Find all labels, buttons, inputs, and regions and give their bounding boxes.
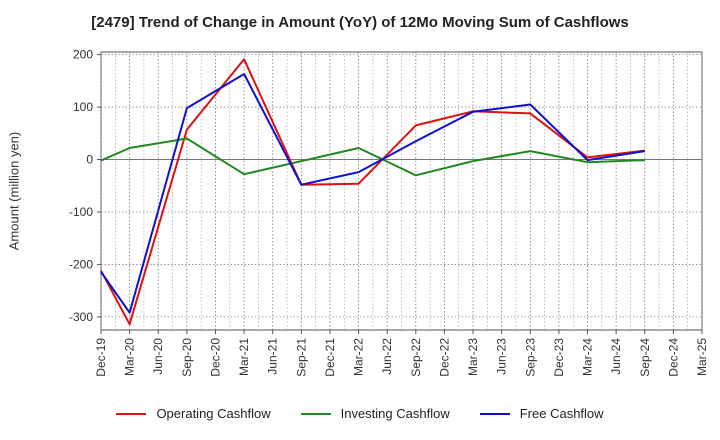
series-line-operating-cashflow: [100, 58, 645, 326]
legend-label: Investing Cashflow: [340, 406, 450, 421]
x-tick-label: Sep-22: [409, 338, 423, 377]
y-tick-label: 0: [86, 153, 93, 167]
x-tick-label: Mar-24: [581, 338, 595, 376]
x-tick-label: Dec-21: [323, 338, 337, 377]
y-tick-label: -200: [69, 257, 93, 271]
x-tick-label: Sep-24: [638, 338, 652, 377]
legend-item: Operating Cashflow: [116, 406, 271, 421]
x-tick-label: Jun-22: [380, 338, 394, 375]
y-tick-label: -300: [69, 310, 93, 324]
y-axis-ticks: 200 100 0 -100 -200 -300: [69, 48, 101, 324]
x-tick-label: Jun-21: [266, 338, 280, 375]
plot-area: [100, 51, 703, 331]
legend-label: Free Cashflow: [519, 406, 604, 421]
series-group: [100, 58, 645, 326]
x-tick-label: Dec-24: [666, 338, 680, 377]
x-tick-label: Jun-20: [151, 338, 165, 375]
x-tick-label: Sep-21: [294, 338, 308, 377]
x-tick-label: Mar-23: [466, 338, 480, 376]
series-line-investing-cashflow: [100, 137, 645, 177]
legend-swatch: [479, 412, 510, 415]
x-tick-label: Sep-23: [523, 338, 537, 377]
y-tick-label: 100: [73, 100, 93, 114]
x-tick-label: Sep-20: [180, 338, 194, 377]
y-tick-label: 200: [73, 48, 93, 62]
grid-lines: [100, 52, 703, 330]
x-tick-label: Jun-23: [495, 338, 509, 375]
x-tick-label: Dec-23: [552, 338, 566, 377]
legend: Operating Cashflow Investing Cashflow Free…: [0, 406, 720, 421]
x-tick-label: Mar-22: [352, 338, 366, 376]
chart-title: [2479] Trend of Change in Amount (YoY) o…: [91, 14, 629, 31]
legend-swatch: [116, 412, 147, 415]
x-tick-label: Mar-21: [237, 338, 251, 376]
x-tick-label: Dec-19: [94, 338, 108, 377]
x-tick-label: Jun-24: [609, 338, 623, 375]
x-axis-ticks: Dec-19 Mar-20 Jun-20 Sep-20 Dec-20 Mar-21 Jun-…: [94, 330, 709, 377]
x-tick-label: Dec-20: [208, 338, 222, 377]
y-tick-label: -100: [69, 205, 93, 219]
legend-item: Free Cashflow: [479, 406, 604, 421]
x-tick-label: Dec-22: [437, 338, 451, 377]
legend-item: Investing Cashflow: [300, 406, 450, 421]
legend-swatch: [300, 412, 331, 415]
x-tick-label: Mar-20: [123, 338, 137, 376]
series-line-free-cashflow: [100, 73, 645, 314]
x-tick-label: Mar-25: [695, 338, 709, 376]
legend-label: Operating Cashflow: [156, 406, 271, 421]
